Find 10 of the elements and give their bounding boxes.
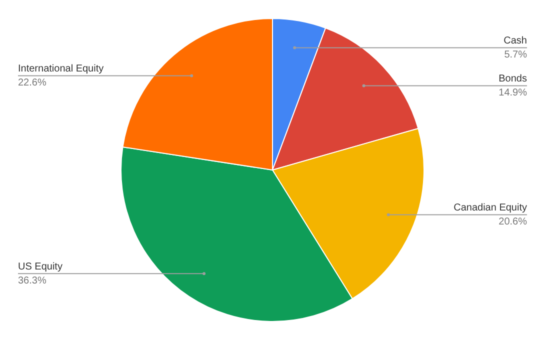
data-label: 14.9% [498, 87, 528, 98]
slice-label: International Equity [18, 63, 104, 74]
data-label: 36.3% [18, 275, 46, 286]
slice-label: US Equity [18, 261, 62, 272]
slice-label: Bonds [498, 73, 527, 84]
slice-label: Cash [504, 36, 527, 47]
data-label: 5.7% [504, 50, 528, 61]
data-label: 20.6% [498, 216, 528, 228]
data-label: 22.6% [18, 77, 46, 88]
slice-label: Canadian Equity [454, 202, 527, 214]
